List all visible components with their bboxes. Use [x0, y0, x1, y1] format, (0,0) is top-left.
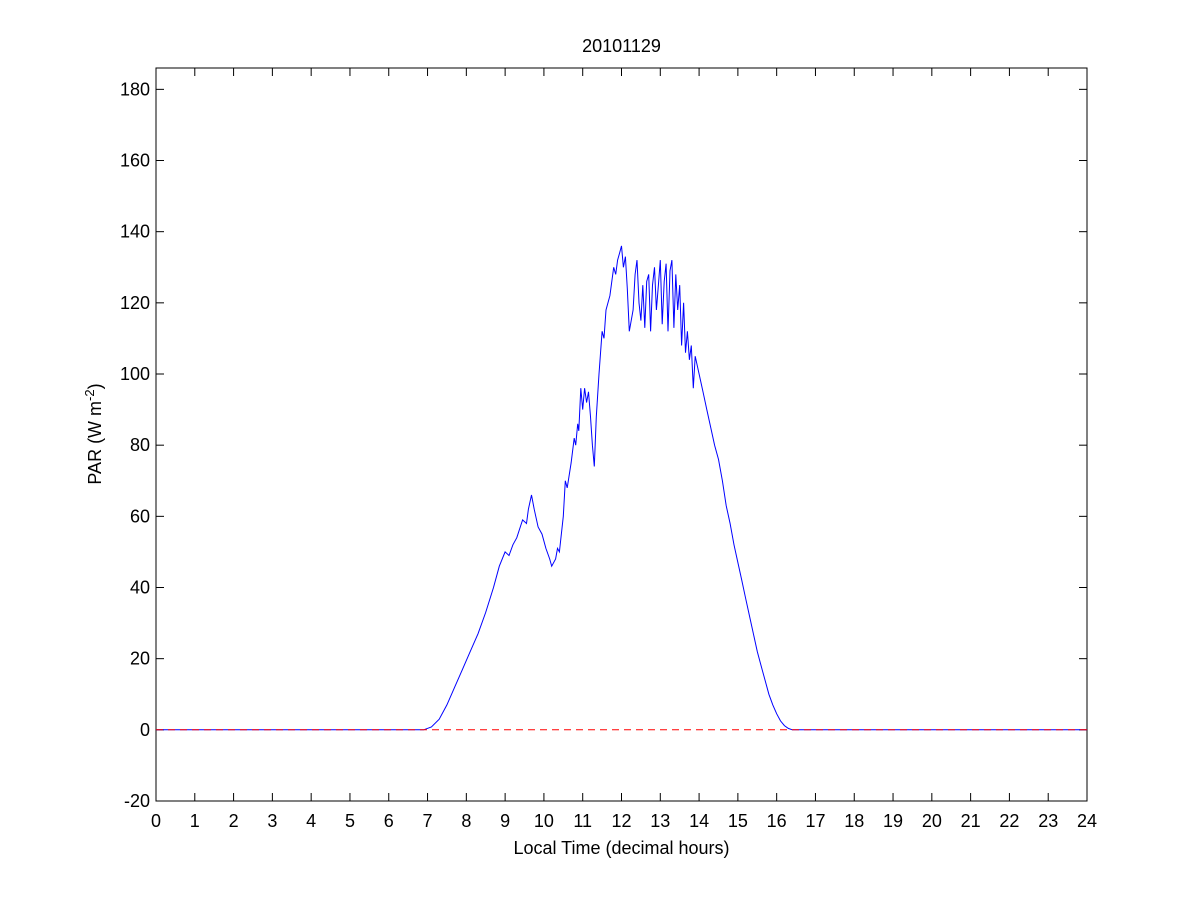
x-tick-label: 16 [767, 811, 787, 831]
x-tick-label: 15 [728, 811, 748, 831]
x-axis-label: Local Time (decimal hours) [513, 838, 729, 858]
x-tick-label: 9 [500, 811, 510, 831]
y-axis-label: PAR (W m-2) [82, 383, 105, 484]
x-tick-label: 2 [229, 811, 239, 831]
y-axis-label-suffix: ) [85, 383, 105, 389]
x-tick-label: 24 [1077, 811, 1097, 831]
series-layer [156, 245, 1087, 731]
x-tick-label: 19 [883, 811, 903, 831]
y-tick-label: 160 [120, 151, 150, 171]
x-tick-label: 22 [999, 811, 1019, 831]
y-axis-label-superscript: -2 [82, 389, 97, 401]
y-axis-ticks: -20 0 20 40 60 80 100 120 140 160 180 [120, 79, 1087, 811]
y-tick-label: 40 [130, 578, 150, 598]
y-tick-label: 60 [130, 506, 150, 526]
x-tick-label: 11 [573, 811, 592, 831]
x-tick-label: 13 [650, 811, 670, 831]
x-tick-label: 4 [306, 811, 316, 831]
y-tick-label: -20 [124, 791, 150, 811]
x-tick-label: 23 [1038, 811, 1058, 831]
y-axis-label-main: PAR (W m [85, 401, 105, 485]
y-tick-label: 140 [120, 222, 150, 242]
x-axis-ticks: 0 1 2 3 4 5 6 7 8 9 10 11 12 13 14 15 16 17 18 19 20 21 22 23 24 [151, 68, 1097, 831]
y-tick-label: 180 [120, 79, 150, 99]
x-tick-label: 10 [534, 811, 554, 831]
x-tick-label: 21 [961, 811, 981, 831]
series-line-0 [156, 245, 1087, 731]
x-tick-label: 6 [384, 811, 394, 831]
y-tick-label: 120 [120, 293, 150, 313]
x-tick-label: 20 [922, 811, 942, 831]
y-tick-label: 80 [130, 435, 150, 455]
x-tick-label: 8 [461, 811, 471, 831]
y-tick-label: 100 [120, 364, 150, 384]
plot-frame [155, 67, 1088, 802]
x-tick-label: 7 [423, 811, 433, 831]
x-tick-label: 18 [844, 811, 864, 831]
x-tick-label: 14 [689, 811, 709, 831]
y-tick-label: 20 [130, 649, 150, 669]
x-tick-label: 3 [267, 811, 277, 831]
x-tick-label: 0 [151, 811, 161, 831]
chart-title: 20101129 [582, 36, 661, 56]
x-tick-label: 1 [190, 811, 200, 831]
x-tick-label: 17 [805, 811, 825, 831]
x-tick-label: 5 [345, 811, 355, 831]
x-tick-label: 12 [611, 811, 631, 831]
y-tick-label: 0 [140, 720, 150, 740]
